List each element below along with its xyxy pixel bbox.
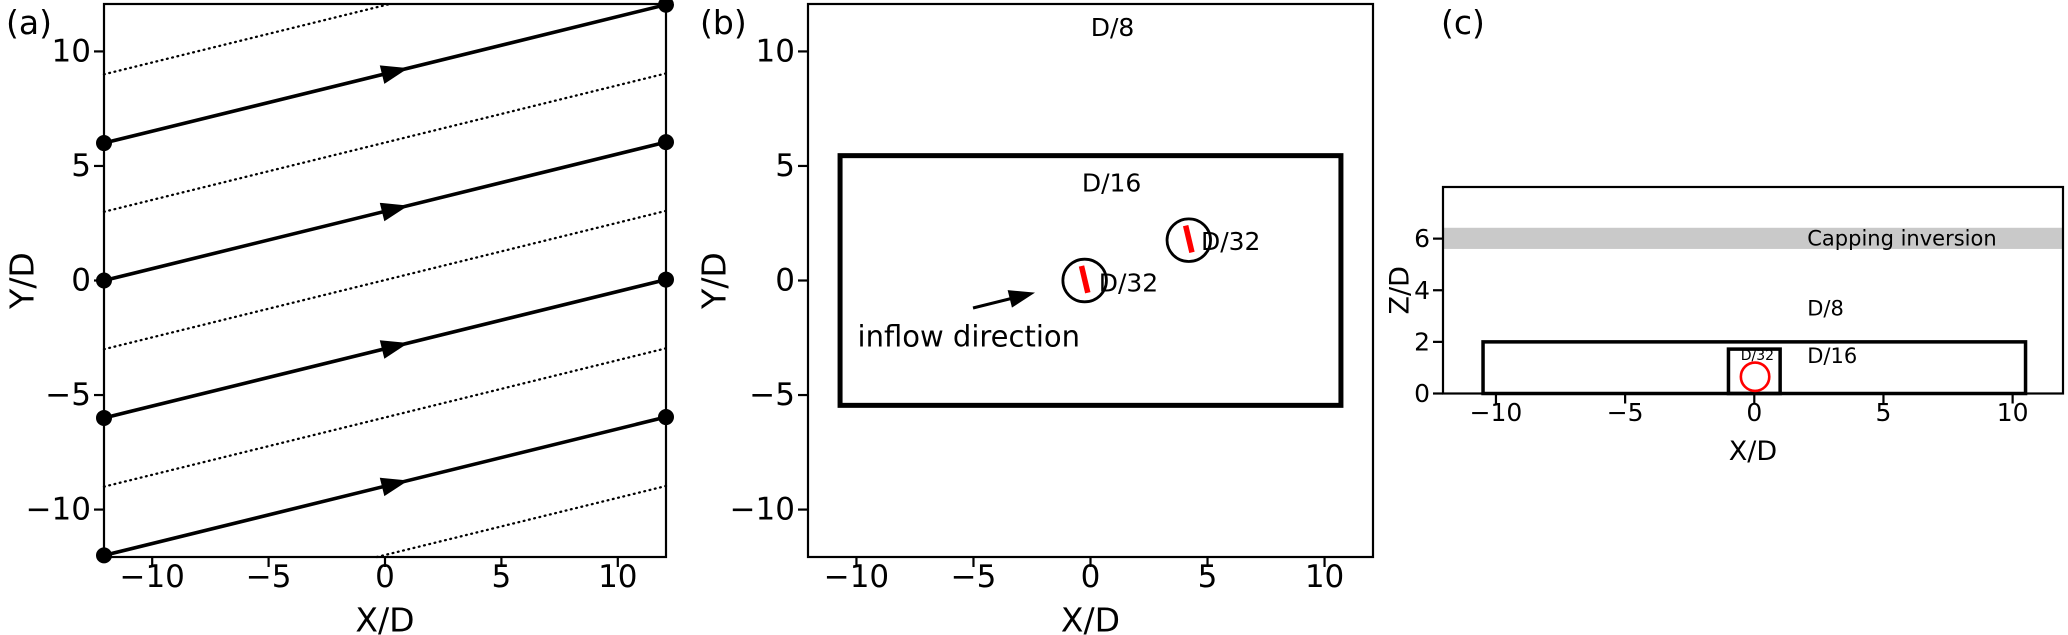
panel-a-tag: (a) [6,3,52,42]
axes-frame-b [806,2,1375,559]
x-axis-label: X/D [1061,601,1120,635]
y-tick-label: 0 [1414,379,1430,408]
panel-c-tag: (c) [1441,3,1485,42]
x-tick-label: −5 [1607,398,1644,427]
y-tick-label: 4 [1414,276,1430,305]
streamline-dotted [102,72,668,213]
panel-c: Capping inversion D/8 D/16 D/32 −10 −5 0 5 10 0 2 4… [1385,185,2065,467]
y-tick-label: 2 [1414,327,1430,356]
x-tick-label: 0 [1746,398,1762,427]
x-tick-label: 0 [375,559,395,595]
flow-direction-arrowhead [379,477,409,497]
d16-region-label: D/16 [1082,169,1142,198]
rotor-line [1078,265,1091,294]
streamline-dotted [375,484,668,559]
capping-inversion-label: Capping inversion [1807,227,1996,251]
d32-region-label-side: D/32 [1741,348,1774,364]
x-tick-label: −10 [119,559,184,595]
d16-region-label-side: D/16 [1807,344,1857,368]
d32-turbine-label: D/32 [1201,227,1261,256]
d8-region-label-side: D/8 [1807,296,1844,320]
d8-region-label: D/8 [1091,13,1135,42]
flow-direction-arrowhead [379,340,409,359]
streamline-dotted [102,347,668,488]
rotor-line [1182,225,1195,254]
x-tick-label: −5 [246,559,292,595]
panel-b: D/8 D/16 D/32 D/32 inflow direction −10 −5 0 5 10… [695,2,1375,635]
x-tick-label: 10 [1305,559,1344,595]
y-axis-label: Y/D [3,252,42,310]
x-tick-label: 10 [1997,398,2029,427]
x-tick-label: 5 [1876,398,1892,427]
streamline-dotted [102,2,392,76]
y-tick-label: 5 [775,148,795,184]
capping-inversion-band [1443,227,2063,249]
y-tick-label: −5 [749,377,795,413]
x-axis-label: X/D [1729,436,1777,467]
turbine-refinement-circle [1061,257,1108,304]
rotor-circle-side [1739,361,1771,393]
x-tick-label: 5 [492,559,512,595]
x-tick-label: −10 [824,559,889,595]
axes-frame-a [102,2,668,559]
y-tick-label: −10 [730,492,795,528]
y-axis-label: Y/D [695,252,734,310]
d32-turbine-label: D/32 [1099,268,1159,297]
inflow-direction-label: inflow direction [858,320,1080,354]
inflow-arrowhead [1007,290,1036,308]
y-tick-label: 0 [775,263,795,299]
streamline-dotted [102,209,668,351]
flow-direction-arrowhead [379,65,409,84]
panel-a: −10 −5 0 5 10 −10 −5 0 5 10 X/D Y/D [3,0,674,635]
y-tick-label: 6 [1414,224,1430,253]
x-tick-label: −5 [951,559,997,595]
x-tick-label: −10 [1470,398,1523,427]
y-axis-label: Z/D [1385,266,1416,314]
y-tick-label: 10 [756,33,795,69]
panel-b-tag: (b) [700,3,747,42]
axes-frame-c [1441,185,2065,395]
y-tick-label: −5 [45,377,91,413]
y-tick-label: 5 [71,148,91,184]
x-tick-label: 0 [1081,559,1101,595]
x-axis-label: X/D [355,601,414,635]
x-tick-label: 10 [598,559,637,595]
x-tick-label: 5 [1198,559,1218,595]
refinement-box-d16 [837,153,1344,408]
y-tick-label: 0 [71,263,91,299]
y-tick-label: −10 [26,492,91,528]
turbine-refinement-circle [1165,217,1212,263]
y-tick-label: 10 [52,33,91,69]
flow-direction-arrowhead [379,202,409,222]
